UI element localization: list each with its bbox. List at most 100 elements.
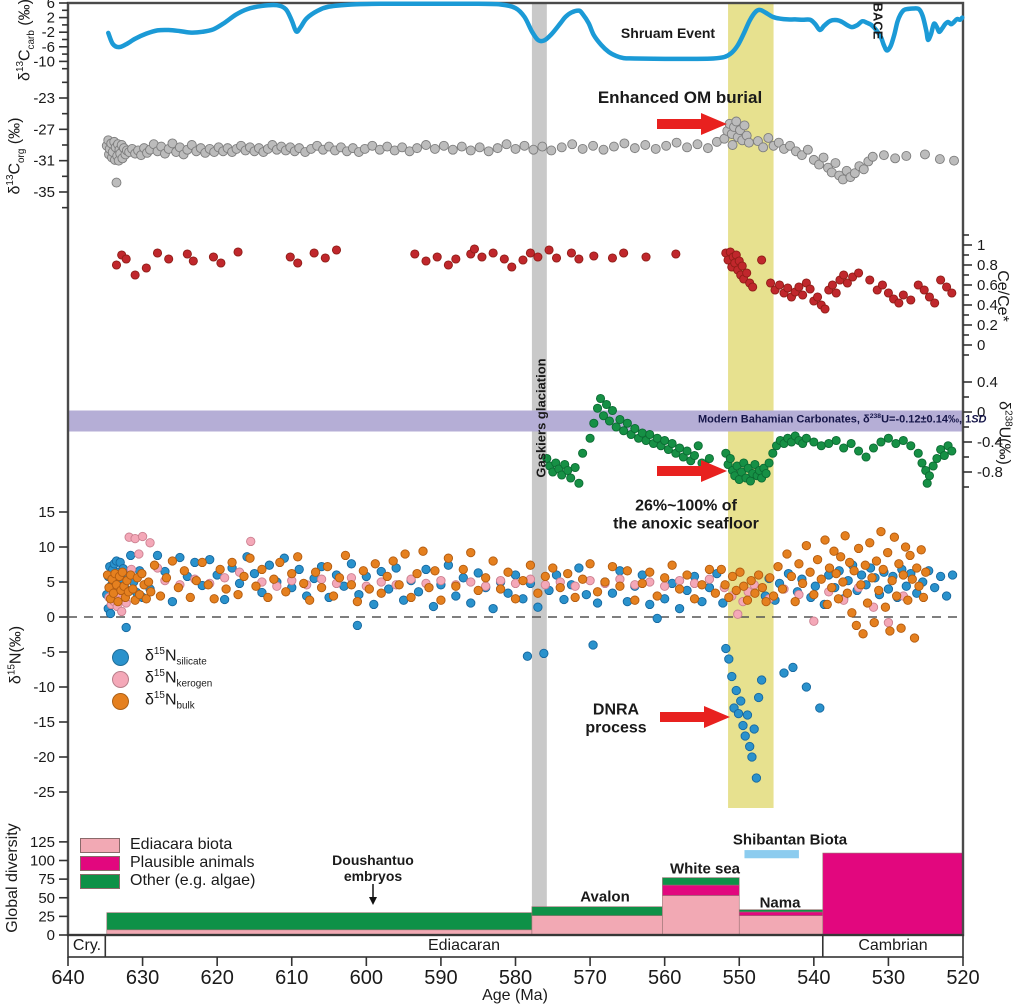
u238-point [660,435,670,446]
diversity-legend-item-plausible: Plausible animals [80,854,255,872]
plot-frame [66,1,965,937]
org-point [519,140,530,151]
n15_silicate-point [219,594,230,605]
n15_kerogen-point [570,581,580,591]
n15_kerogen-point [525,574,536,584]
ce-axis-title: Ce/Ce* [994,270,1011,322]
u238-point [898,435,908,446]
n15_bulk-point [900,542,911,552]
org-point [858,164,869,175]
n15_silicate-point [488,603,498,614]
n15_silicate-point [682,585,692,596]
n15_bulk-point [263,592,273,603]
u238-axis-title: δ238U(‰) [995,401,1014,465]
n15_bulk-point [161,573,172,583]
n15_silicate-point [740,731,750,741]
n15_bulk-point [860,560,870,570]
carb-curve [106,1,965,62]
ce-point [410,249,420,259]
n15_bulk-point [167,556,178,566]
n15_bulk-point [304,595,315,605]
ce-point [842,278,852,288]
ce-point [827,280,838,290]
n15_bulk-point [600,577,610,587]
ce-point [499,254,509,264]
n15_bulk-point [287,568,297,579]
ce-point [898,290,908,300]
n15_silicate-point [152,550,163,561]
n15_bulk-point [394,580,404,590]
ce-point [906,295,916,305]
ediacara-legend-swatch-icon [80,837,120,853]
n15_bulk-point [637,578,647,589]
ce-point [820,304,830,314]
n15_bulk-point [829,546,839,556]
u238-point [824,438,834,449]
ce-point [774,280,785,290]
ce-point [182,249,192,259]
n15_bulk-point [209,594,219,604]
u238-point [689,450,700,461]
org-point [567,139,578,150]
n15_bulk-point [364,584,374,594]
u238-point [615,414,625,425]
org-point [878,150,889,161]
bace-label: BACE [870,2,886,40]
u238-point [611,422,621,432]
tick-label: -10 [33,53,55,70]
n15_silicate-point [622,596,633,607]
tick-label: 0.4 [977,374,998,391]
org-point [598,144,609,155]
n15_bulk-point [867,573,877,583]
n15_bulk-point [257,564,267,575]
n15_kerogen-point [376,577,386,587]
n15_bulk-point [503,567,513,577]
n15-legend-label: δ15Nsilicate [145,646,207,668]
n15_bulk-point [645,567,655,577]
org-point [447,144,458,155]
ce-point [942,282,952,292]
u238-point [570,462,580,473]
n15_silicate-point [369,599,379,610]
ce-point [443,260,453,270]
n15_bulk-point [215,564,225,575]
tick-label: -20 [33,749,55,766]
n15_bulk-point [833,594,844,604]
x-tick-label: 560 [648,967,681,989]
n15_bulk-point [622,566,633,576]
org-point [556,142,567,153]
n15_bulk-point [869,617,879,628]
org-point [640,140,651,150]
ce-point [566,248,576,258]
avalon-label: Avalon [580,888,630,906]
ce-point [477,252,487,262]
tick-label: 100 [30,853,55,870]
u238-point [652,433,662,443]
n15_bulk-point [585,559,595,569]
tick-label: -0.8 [977,464,1003,481]
n15-legend-label: δ15Nkerogen [145,668,213,690]
tick-label: 0.6 [977,277,998,294]
n15_bulk-point [871,556,882,566]
org-point [727,140,738,150]
u238-point [607,405,618,416]
n15_silicate-point [607,588,618,598]
ce-point [854,268,864,278]
ce-point [130,270,140,280]
diversity-bar-cambrian [822,852,964,936]
n15_silicate-point [736,696,746,706]
n15_bulk-point [918,592,929,603]
n15_bulk-point [418,546,428,556]
n15_kerogen-point [704,574,715,584]
org-point [702,143,713,154]
n15_bulk-point [768,591,779,601]
n15_kerogen-point [794,589,804,600]
n15_silicate-point [749,724,759,734]
u238-point [704,453,714,464]
n15_bulk-point [382,571,392,582]
u238-point [846,438,856,449]
x-tick-label: 570 [573,967,606,989]
n15_kerogen-point [809,616,819,626]
n15_silicate-point [592,598,603,608]
n15_silicate-point [815,703,825,713]
